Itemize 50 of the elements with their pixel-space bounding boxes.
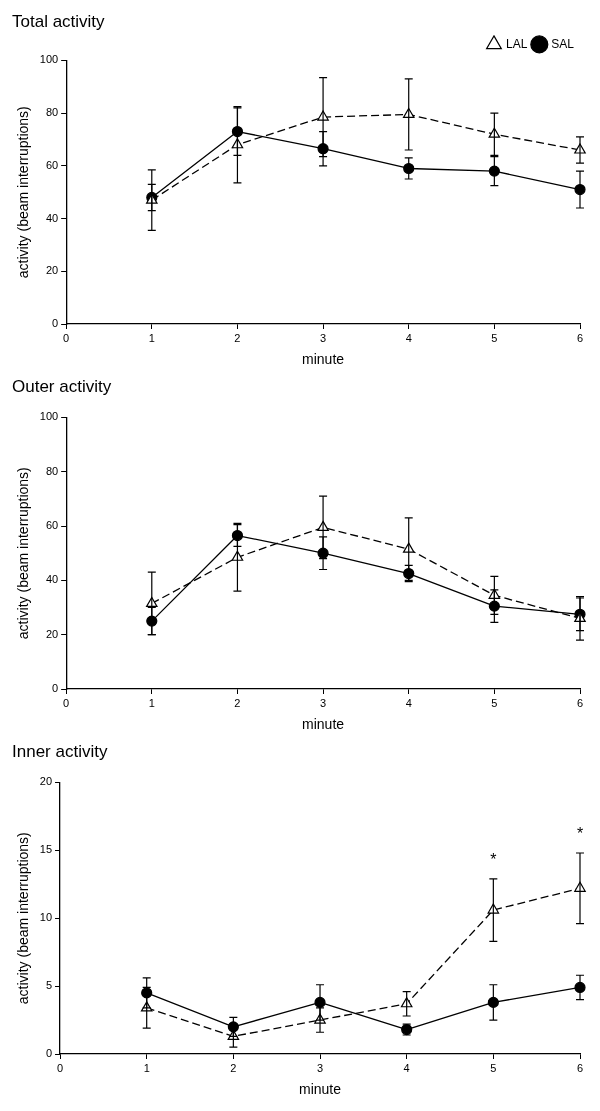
x-tick-label: 6	[576, 331, 584, 344]
y-tick-label: 20	[39, 775, 53, 788]
x-tick-label: 3	[316, 1061, 324, 1074]
x-axis-title: minute	[302, 351, 345, 368]
x-tick-label: 1	[148, 696, 155, 709]
x-tick-label: 1	[148, 331, 155, 344]
x-tick-label: 2	[230, 1061, 237, 1074]
y-tick-label: 60	[45, 158, 59, 171]
y-tick-label: 40	[45, 573, 59, 586]
x-tick-label: 3	[320, 331, 327, 344]
y-tick-label: 10	[39, 911, 53, 924]
y-axis-title: activity (beam interruptions)	[15, 467, 32, 640]
y-tick-label: 15	[39, 843, 53, 856]
y-tick-label: 0	[45, 1047, 53, 1060]
y-axis-title: activity (beam interruptions)	[15, 832, 32, 1005]
x-tick-label: 0	[63, 696, 70, 709]
x-tick-label: 6	[576, 1061, 584, 1074]
y-tick-label: 5	[45, 979, 53, 992]
legend-label: SAL	[551, 36, 575, 51]
y-tick-label: 100	[39, 53, 59, 66]
y-tick-label: 20	[45, 264, 59, 277]
y-axis-title: activity (beam interruptions)	[15, 106, 32, 279]
chart-title: Outer activity	[12, 376, 112, 396]
x-axis-title: minute	[302, 716, 345, 733]
legend-label: LAL	[505, 36, 528, 51]
x-tick-label: 5	[491, 696, 498, 709]
y-tick-label: 80	[45, 106, 59, 119]
x-tick-label: 4	[403, 1061, 410, 1074]
y-tick-label: 80	[45, 464, 59, 477]
x-tick-label: 5	[490, 1061, 497, 1074]
y-tick-label: 20	[45, 627, 59, 640]
chart-title: Total activity	[12, 11, 106, 31]
x-tick-label: 5	[491, 331, 498, 344]
y-tick-label: 100	[39, 410, 59, 423]
x-tick-label: 6	[576, 696, 584, 709]
y-tick-label: 0	[52, 317, 59, 330]
x-axis-title: minute	[299, 1081, 342, 1098]
x-tick-label: 3	[320, 696, 327, 709]
y-tick-label: 0	[52, 682, 59, 695]
annotation: *	[490, 851, 497, 869]
x-tick-label: 4	[405, 331, 412, 344]
x-tick-label: 4	[405, 696, 412, 709]
annotation: *	[576, 825, 584, 843]
x-tick-label: 0	[63, 331, 70, 344]
x-tick-label: 2	[234, 331, 241, 344]
y-tick-label: 40	[45, 211, 59, 224]
x-tick-label: 2	[234, 696, 241, 709]
y-tick-label: 60	[45, 519, 59, 532]
x-tick-label: 1	[143, 1061, 150, 1074]
chart-title: Inner activity	[12, 741, 108, 761]
